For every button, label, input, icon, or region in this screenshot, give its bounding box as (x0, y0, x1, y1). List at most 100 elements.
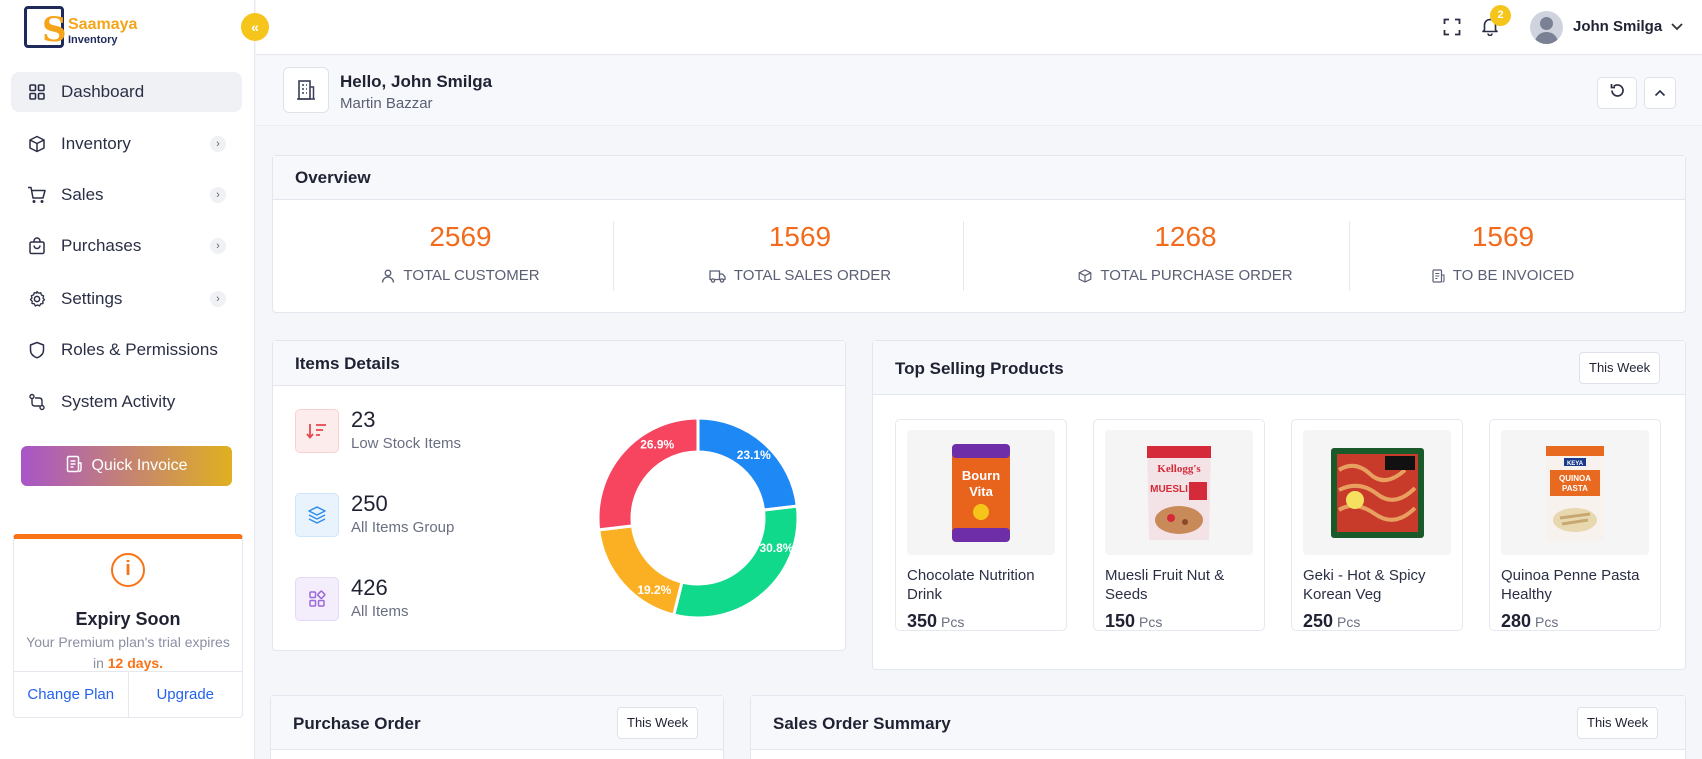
app-logo[interactable]: S Saamaya Inventory (24, 6, 138, 50)
stat-value: 1268 (1154, 221, 1217, 252)
items-details-card: Items Details 23 Low Stock Items 250 All… (272, 340, 846, 651)
package-icon (1078, 268, 1092, 283)
collapse-header-button[interactable] (1644, 77, 1676, 109)
product-card[interactable]: Geki - Hot & Spicy Korean Veg 250 Pcs (1291, 419, 1463, 631)
period-filter-button[interactable]: This Week (1579, 352, 1661, 384)
chevron-right-icon: › (210, 238, 226, 254)
product-qty-unit: Pcs (941, 614, 965, 630)
donut-slice-label: 26.9% (640, 438, 674, 452)
period-filter-button[interactable]: This Week (617, 707, 699, 739)
sidebar-item-label: System Activity (61, 392, 176, 411)
sidebar-item-system-activity[interactable]: System Activity (11, 382, 242, 422)
sidebar-item-settings[interactable]: Settings › (11, 279, 242, 319)
top-selling-title: Top Selling Products (895, 359, 1064, 378)
item-label: All Items Group (351, 519, 455, 536)
sidebar-item-sales[interactable]: Sales › (11, 175, 242, 215)
apps-icon (295, 577, 339, 621)
product-quantity: 150 Pcs (1105, 611, 1162, 632)
purchase-order-card: Purchase Order This Week (270, 695, 724, 759)
overview-card: Overview 2569 TOTAL CUSTOMER 1569 TOTAL … (272, 155, 1686, 313)
svg-text:MUESLI: MUESLI (1150, 484, 1188, 495)
item-label: Low Stock Items (351, 435, 462, 452)
product-image: Bourn Vita (907, 430, 1055, 555)
product-card[interactable]: Kellogg's MUESLI Muesli Fruit Nut & Seed… (1093, 419, 1265, 631)
expiry-card: i Expiry Soon Your Premium plan's trial … (13, 534, 243, 718)
sidebar-item-inventory[interactable]: Inventory › (11, 124, 242, 164)
cart-icon (27, 185, 47, 205)
change-plan-link[interactable]: Change Plan (14, 672, 129, 717)
refresh-button[interactable] (1597, 77, 1637, 109)
sales-order-summary-title: Sales Order Summary (773, 714, 951, 733)
product-qty-unit: Pcs (1337, 614, 1361, 630)
donut-slice-label: 23.1% (737, 448, 771, 462)
user-name[interactable]: John Smilga (1573, 18, 1663, 35)
item-label: All Items (351, 603, 409, 620)
refresh-icon (1609, 82, 1626, 104)
item-count: 426 (351, 575, 388, 600)
stat-value: 1569 (1471, 221, 1535, 252)
gear-icon (27, 289, 47, 309)
chevron-right-icon: › (210, 187, 226, 203)
box-icon (27, 134, 47, 154)
product-qty-value: 150 (1105, 611, 1136, 631)
product-qty-value: 250 (1303, 611, 1334, 631)
donut-slice[interactable] (671, 504, 800, 620)
svg-text:Kellogg's: Kellogg's (1157, 463, 1201, 475)
purchase-order-title: Purchase Order (293, 714, 421, 733)
items-donut-chart: 23.1% 30.8% 19.2% 26.9% (596, 416, 800, 620)
quick-invoice-label: Quick Invoice (91, 457, 188, 474)
stat-to-be-invoiced: 1569 TO BE INVOICED (1403, 221, 1603, 284)
product-card[interactable]: Bourn Vita Chocolate Nutrition Drink 350… (895, 419, 1067, 631)
stat-total-customer: 2569 TOTAL CUSTOMER (353, 221, 568, 284)
donut-slice[interactable] (696, 416, 799, 512)
sidebar-item-label: Settings (61, 289, 123, 308)
bag-icon (27, 236, 47, 256)
sidebar-item-label: Sales (61, 185, 104, 204)
layers-icon (295, 493, 339, 537)
svg-text:QUINOA: QUINOA (1559, 474, 1591, 483)
svg-text:Bourn: Bourn (962, 468, 1000, 483)
invoice-icon (65, 455, 83, 478)
quick-invoice-button[interactable]: Quick Invoice (21, 446, 232, 486)
sales-order-summary-card: Sales Order Summary This Week (750, 695, 1686, 759)
avatar[interactable] (1530, 11, 1563, 44)
expiry-message: Your Premium plan's trial expires in 12 … (24, 632, 232, 674)
sidebar-item-purchases[interactable]: Purchases › (11, 226, 242, 266)
sidebar-item-roles-permissions[interactable]: Roles & Permissions (11, 330, 242, 370)
product-name: Muesli Fruit Nut & Seeds (1105, 567, 1225, 603)
product-qty-value: 280 (1501, 611, 1532, 631)
stat-label: TOTAL PURCHASE ORDER (1100, 267, 1293, 284)
donut-slice[interactable] (596, 416, 700, 532)
chevron-up-icon (1654, 84, 1666, 102)
chevron-down-icon[interactable] (1670, 19, 1684, 34)
stat-label: TOTAL SALES ORDER (733, 267, 892, 284)
stat-value: 1569 (768, 221, 832, 252)
logo-text: Saamaya (68, 16, 138, 33)
activity-icon (27, 392, 47, 412)
svg-text:KEYA: KEYA (1567, 461, 1584, 467)
product-image: Kellogg's MUESLI (1105, 430, 1253, 555)
notification-badge: 2 (1490, 5, 1511, 26)
sidebar-item-label: Purchases (61, 236, 142, 255)
product-card[interactable]: KEYA QUINOA PASTA Quinoa Penne Pasta Hea… (1489, 419, 1661, 631)
product-quantity: 280 Pcs (1501, 611, 1558, 632)
product-image (1303, 430, 1451, 555)
user-icon (381, 269, 395, 283)
stat-value: 2569 (429, 221, 492, 252)
sidebar-item-dashboard[interactable]: Dashboard (11, 72, 242, 112)
sidebar: S Saamaya Inventory Dashboard Inventory … (0, 0, 255, 759)
logo-subtext: Inventory (68, 34, 118, 46)
chevron-right-icon: › (210, 136, 226, 152)
truck-icon (709, 269, 726, 283)
period-filter-button[interactable]: This Week (1577, 707, 1659, 739)
sort-down-icon (295, 409, 339, 453)
donut-slice[interactable] (597, 524, 684, 617)
sidebar-item-label: Roles & Permissions (61, 340, 218, 359)
item-count: 250 (351, 491, 388, 516)
collapse-sidebar-button[interactable]: « (241, 13, 269, 41)
svg-text:PASTA: PASTA (1562, 484, 1588, 493)
fullscreen-icon[interactable] (1443, 18, 1461, 36)
expiry-message-text: Your Premium plan's trial expires in (26, 634, 230, 671)
overview-title: Overview (295, 168, 371, 187)
upgrade-link[interactable]: Upgrade (156, 686, 215, 703)
